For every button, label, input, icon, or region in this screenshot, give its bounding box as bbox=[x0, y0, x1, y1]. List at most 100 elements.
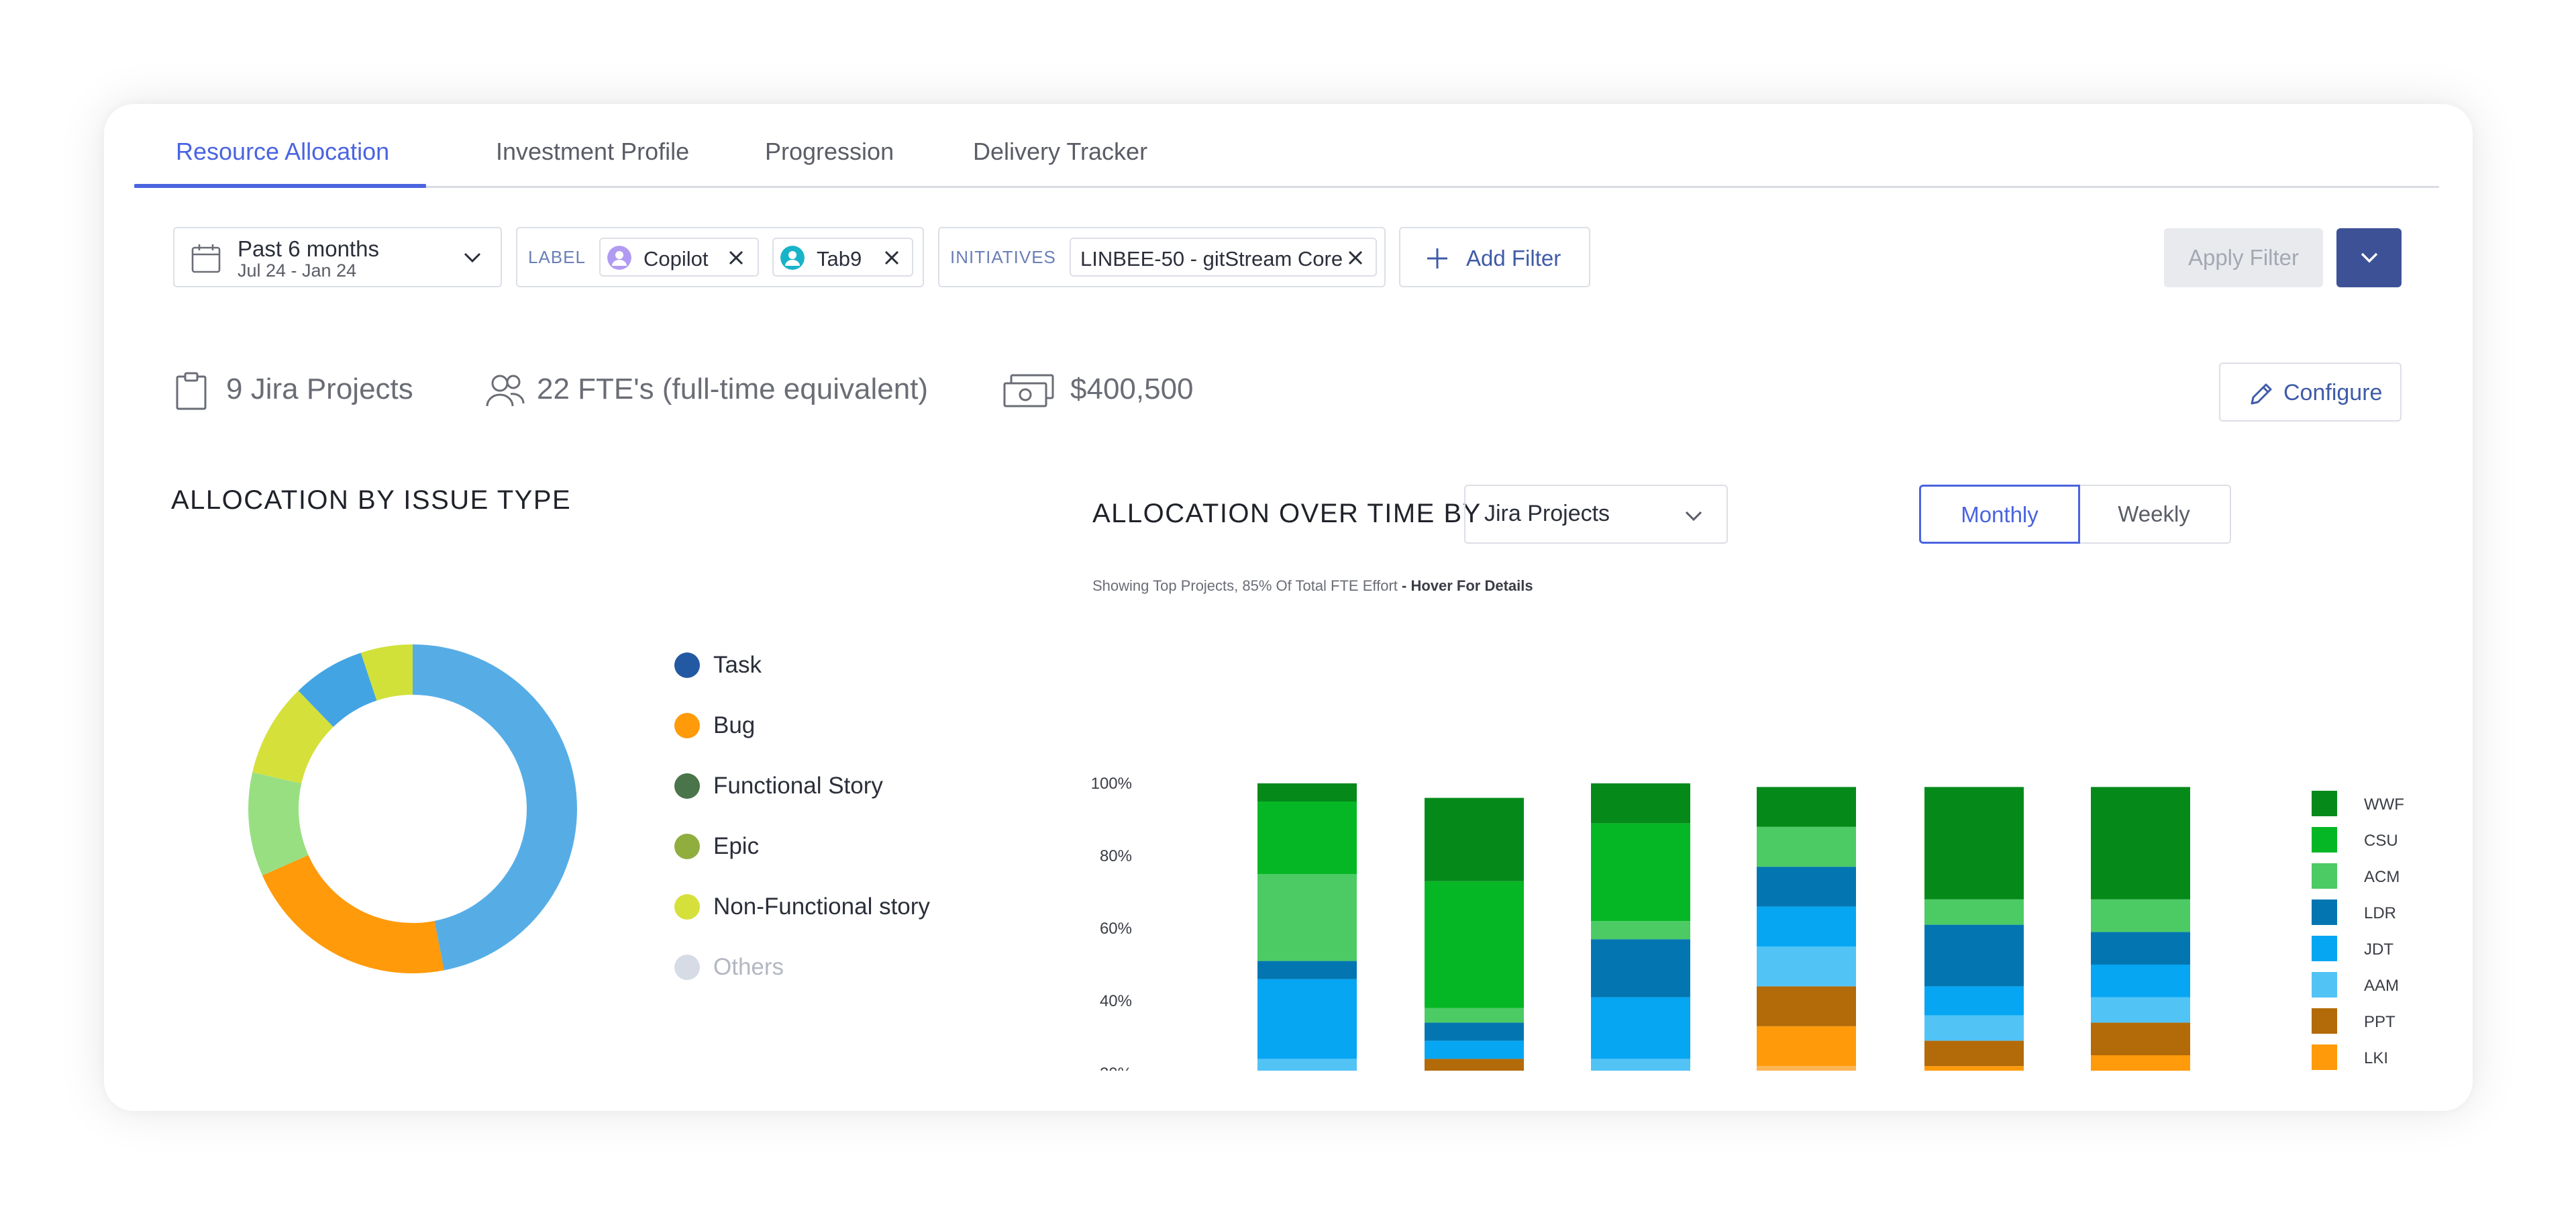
legend-label: Bug bbox=[713, 712, 756, 738]
bar-segment-aam-june[interactable] bbox=[1257, 1059, 1357, 1071]
tab-investment-profile[interactable]: Investment Profile bbox=[496, 138, 690, 165]
donut-slice-0[interactable] bbox=[413, 644, 577, 971]
chart-note-hint: - Hover For Details bbox=[1397, 577, 1533, 594]
date-range-filter[interactable]: Past 6 months Jul 24 - Jan 24 bbox=[173, 227, 502, 287]
issue-type-section-title: ALLOCATION BY ISSUE TYPE bbox=[171, 485, 572, 515]
toggle-weekly[interactable]: Weekly bbox=[2078, 485, 2231, 544]
active-tab-indicator bbox=[134, 184, 426, 188]
bar-segment-aam-september[interactable] bbox=[1757, 946, 1856, 987]
bar-segment-acm-november[interactable] bbox=[2091, 899, 2190, 932]
bar-segment-ldr-june[interactable] bbox=[1257, 961, 1357, 979]
donut-slice-2[interactable] bbox=[248, 772, 309, 876]
bar-segment-wwf-august[interactable] bbox=[1591, 783, 1690, 824]
bar-segment-xyz-september[interactable] bbox=[1757, 1066, 1856, 1071]
legend-swatch bbox=[2312, 791, 2337, 816]
bar-segment-ppt-november[interactable] bbox=[2091, 1022, 2190, 1055]
legend-label: CSU bbox=[2364, 832, 2398, 850]
bar-segment-aam-november[interactable] bbox=[2091, 997, 2190, 1023]
legend-dot bbox=[674, 773, 700, 799]
y-tick-label: 20% bbox=[1100, 1065, 1132, 1071]
bar-segment-ldr-september[interactable] bbox=[1757, 867, 1856, 907]
bar-segment-ldr-october[interactable] bbox=[1924, 924, 2024, 987]
bar-segment-aam-august[interactable] bbox=[1591, 1059, 1690, 1071]
legend-label: AAM bbox=[2364, 977, 2399, 995]
close-icon[interactable] bbox=[728, 250, 744, 266]
donut-slice-5[interactable] bbox=[360, 644, 413, 701]
tab-bar: Resource Allocation Investment Profile P… bbox=[134, 104, 2439, 188]
avatar bbox=[607, 246, 631, 270]
bar-segment-ppt-september[interactable] bbox=[1757, 986, 1856, 1026]
tab-resource-allocation[interactable]: Resource Allocation bbox=[176, 138, 390, 165]
initiative-chip: LINBEE-50 - gitStream Core bbox=[1070, 238, 1377, 277]
add-filter-button[interactable]: Add Filter bbox=[1399, 227, 1590, 287]
configure-button[interactable]: Configure bbox=[2219, 362, 2402, 422]
bar-segment-jdt-november[interactable] bbox=[2091, 965, 2190, 997]
legend-label: LKI bbox=[2364, 1049, 2388, 1067]
bar-segment-ppt-july[interactable] bbox=[1425, 1059, 1524, 1071]
tab-progression[interactable]: Progression bbox=[765, 138, 894, 165]
toggle-monthly[interactable]: Monthly bbox=[1919, 485, 2080, 544]
close-icon[interactable] bbox=[884, 250, 900, 266]
tab-delivery-tracker[interactable]: Delivery Tracker bbox=[973, 138, 1148, 165]
bar-segment-ldr-november[interactable] bbox=[2091, 932, 2190, 965]
legend-label: Functional Story bbox=[713, 773, 883, 799]
legend-label: Others bbox=[713, 954, 784, 980]
chevron-down-icon bbox=[2361, 252, 2378, 263]
legend-label: JDT bbox=[2364, 940, 2393, 959]
bar-segment-ldr-july[interactable] bbox=[1425, 1022, 1524, 1041]
bar-segment-csu-august[interactable] bbox=[1591, 823, 1690, 922]
label-filter: LABEL Copilot Tab9 bbox=[516, 227, 924, 287]
label-filter-title: LABEL bbox=[528, 247, 586, 267]
group-by-value: Jira Projects bbox=[1484, 501, 1610, 526]
bar-segment-wwf-november[interactable] bbox=[2091, 787, 2190, 899]
legend-dot bbox=[674, 894, 700, 920]
y-tick-label: 60% bbox=[1100, 920, 1132, 938]
bar-segment-acm-august[interactable] bbox=[1591, 921, 1690, 940]
bar-segment-acm-october[interactable] bbox=[1924, 899, 2024, 925]
bar-segment-wwf-july[interactable] bbox=[1425, 797, 1524, 881]
donut-slice-1[interactable] bbox=[262, 855, 444, 973]
legend-label: Non-Functional story bbox=[713, 893, 930, 920]
bar-segment-jdt-august[interactable] bbox=[1591, 997, 1690, 1059]
bar-segment-csu-june[interactable] bbox=[1257, 801, 1357, 874]
bar-segment-wwf-october[interactable] bbox=[1924, 787, 2024, 899]
apply-filter-button[interactable]: Apply Filter bbox=[2164, 228, 2323, 287]
bar-segment-acm-july[interactable] bbox=[1425, 1008, 1524, 1023]
y-tick-label: 40% bbox=[1100, 992, 1132, 1010]
add-filter-label: Add Filter bbox=[1466, 246, 1561, 271]
bar-segment-jdt-october[interactable] bbox=[1924, 986, 2024, 1016]
chart-note-text: Showing Top Projects, 85% Of Total FTE E… bbox=[1092, 577, 1398, 594]
legend-label: ACM bbox=[2364, 868, 2400, 886]
group-by-select[interactable]: Jira Projects bbox=[1464, 485, 1728, 544]
bar-segment-acm-september[interactable] bbox=[1757, 826, 1856, 867]
bar-segment-aam-october[interactable] bbox=[1924, 1015, 2024, 1041]
bar-segment-wwf-june[interactable] bbox=[1257, 783, 1357, 801]
fte-count: 22 FTE's (full-time equivalent) bbox=[537, 373, 929, 405]
chevron-down-icon bbox=[1685, 511, 1702, 522]
legend-label: WWF bbox=[2364, 795, 2404, 814]
donut-slice-3[interactable] bbox=[252, 691, 333, 784]
legend-dot bbox=[674, 955, 700, 980]
legend-dot bbox=[674, 834, 700, 859]
donut-slice-4[interactable] bbox=[298, 652, 377, 727]
bar-segment-acm-june[interactable] bbox=[1257, 874, 1357, 961]
bar-segment-lki-october[interactable] bbox=[1924, 1066, 2024, 1071]
bar-segment-wwf-september[interactable] bbox=[1757, 787, 1856, 827]
bar-segment-ldr-august[interactable] bbox=[1591, 939, 1690, 997]
bar-segment-csu-july[interactable] bbox=[1425, 881, 1524, 1008]
bar-segment-ppt-october[interactable] bbox=[1924, 1040, 2024, 1067]
chip-label: LINBEE-50 - gitStream Core bbox=[1080, 247, 1343, 271]
close-icon[interactable] bbox=[1347, 250, 1363, 266]
bar-segment-jdt-september[interactable] bbox=[1757, 906, 1856, 946]
bar-segment-lki-september[interactable] bbox=[1757, 1026, 1856, 1067]
legend-label: PPT bbox=[2364, 1013, 2395, 1031]
issue-type-donut-chart[interactable] bbox=[245, 641, 580, 977]
bar-segment-jdt-june[interactable] bbox=[1257, 979, 1357, 1059]
chip-label: Copilot bbox=[643, 247, 709, 271]
bar-segment-lki-november[interactable] bbox=[2091, 1055, 2190, 1071]
people-icon bbox=[486, 375, 525, 407]
label-chip-copilot: Copilot bbox=[599, 238, 759, 277]
label-chip-tab9: Tab9 bbox=[772, 238, 913, 277]
filter-options-button[interactable] bbox=[2336, 228, 2402, 287]
bar-segment-jdt-july[interactable] bbox=[1425, 1040, 1524, 1059]
